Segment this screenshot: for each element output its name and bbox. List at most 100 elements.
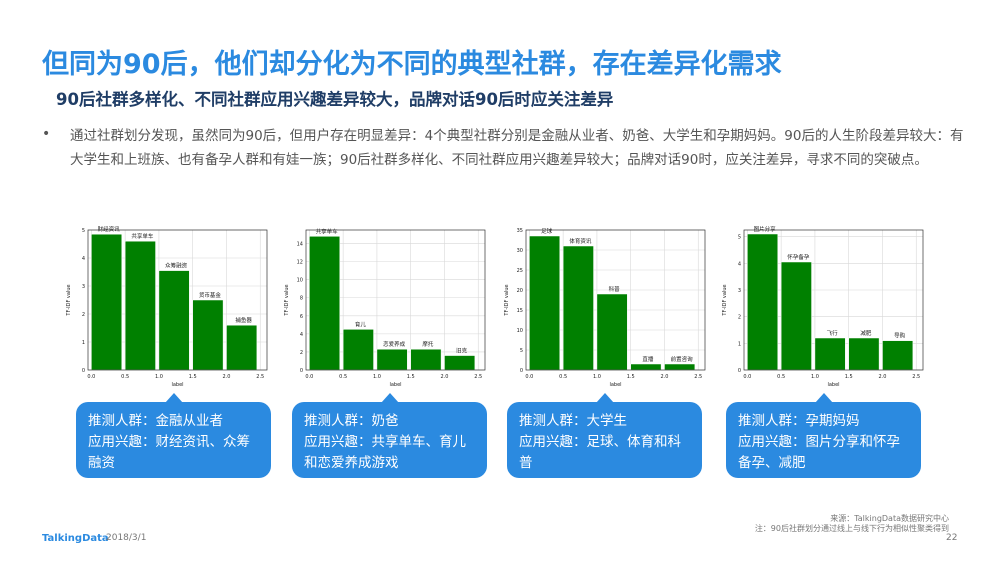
x-axis-label: label <box>609 382 621 388</box>
bullet-text: 通过社群划分发现，虽然同为90后，但用户存在明显差异：4个典型社群分别是金融从业… <box>70 128 964 168</box>
y-axis-label: TF-IDF value <box>504 284 510 316</box>
bar-label: 众筹融资 <box>165 262 188 270</box>
bar <box>226 324 258 371</box>
bar-label: 飞行 <box>827 329 839 337</box>
plot-frame <box>87 229 268 371</box>
x-axis-label: label <box>389 382 401 388</box>
y-tick-label: 2 <box>738 315 741 321</box>
y-tick-label: 0 <box>300 368 303 374</box>
x-tick-label: 0.5 <box>339 374 347 380</box>
bar <box>664 363 696 371</box>
callout-interest-line: 应用兴趣：图片分享和怀孕备孕、减肥 <box>738 434 900 471</box>
y-tick-label: 15 <box>517 308 523 314</box>
y-axis-label: TF-IDF value <box>284 284 290 316</box>
callout-pointer <box>380 393 399 403</box>
chart-student: 足球 体育资讯 科普 直播 前置咨询 0.0 0.5 1.0 1.5 2.0 2.5 0 5 10 15 20… <box>500 222 712 392</box>
x-tick-label: 0.0 <box>525 374 533 380</box>
x-tick-label: 2.5 <box>474 374 482 380</box>
page-title: 但同为90后，他们却分化为不同的典型社群，存在差异化需求 <box>42 49 782 80</box>
x-tick-label: 1.0 <box>373 374 381 380</box>
y-tick-label: 5 <box>82 228 85 234</box>
footer-date: 2018/3/1 <box>106 533 147 543</box>
bar-label: 恋爱养成 <box>383 340 406 348</box>
bar <box>376 348 408 371</box>
page-number: 22 <box>946 533 958 543</box>
x-tick-label: 0.5 <box>777 374 785 380</box>
callout-finance: 推测人群：金融从业者 应用兴趣：财经资讯、众筹融资 <box>76 393 271 478</box>
x-tick-label: 2.5 <box>694 374 702 380</box>
callout-interest-line: 应用兴趣：财经资讯、众筹融资 <box>88 434 250 471</box>
y-tick-label: 5 <box>520 348 523 354</box>
x-tick-label: 2.0 <box>440 374 448 380</box>
x-tick-label: 1.5 <box>627 374 635 380</box>
callout-pointer <box>595 393 614 403</box>
bar-label: 货币基金 <box>199 291 222 299</box>
bar-label: 摩托 <box>422 340 434 348</box>
bar <box>309 236 341 371</box>
y-axis-label: TF-IDF value <box>66 284 72 316</box>
bar-label: 育儿 <box>355 320 367 328</box>
y-tick-label: 25 <box>517 268 523 274</box>
x-tick-label: 0.0 <box>87 374 95 380</box>
bar-label: 科普 <box>609 285 621 293</box>
callout-student: 推测人群：大学生 应用兴趣：足球、体育和科普 <box>507 393 702 478</box>
bar <box>529 235 561 371</box>
x-tick-label: 1.5 <box>407 374 415 380</box>
x-tick-label: 1.0 <box>811 374 819 380</box>
bar-label: 体育资讯 <box>569 237 592 245</box>
bar-label: 足球 <box>541 227 553 235</box>
callout-group-line: 推测人群：金融从业者 <box>88 413 223 429</box>
bar-label: 前置咨询 <box>671 355 694 363</box>
plot-frame <box>743 229 924 371</box>
x-tick-label: 1.5 <box>845 374 853 380</box>
x-tick-label: 1.5 <box>189 374 197 380</box>
y-tick-label: 0 <box>520 368 523 374</box>
y-tick-label: 3 <box>738 288 741 294</box>
bar <box>814 337 846 371</box>
y-tick-label: 4 <box>300 332 303 338</box>
callout-group-line: 推测人群：大学生 <box>519 413 627 429</box>
bar <box>562 245 594 371</box>
callout-pointer <box>164 393 183 403</box>
bar <box>444 355 476 371</box>
x-axis-label: label <box>827 382 839 388</box>
y-tick-label: 10 <box>297 278 303 284</box>
bar <box>596 293 628 371</box>
bar <box>780 261 812 371</box>
bar <box>124 240 156 371</box>
callout-interest-line: 应用兴趣：足球、体育和科普 <box>519 434 681 471</box>
y-tick-label: 2 <box>82 312 85 318</box>
x-axis-label: label <box>171 382 183 388</box>
y-tick-label: 10 <box>517 328 523 334</box>
bar-label: 共享单车 <box>316 227 339 235</box>
talkingdata-logo: TalkingData <box>42 533 109 544</box>
y-tick-label: 20 <box>517 288 523 294</box>
bar <box>410 348 442 371</box>
bar <box>158 270 190 371</box>
x-tick-label: 0.0 <box>743 374 751 380</box>
bar-label: 减肥 <box>860 329 872 337</box>
y-tick-label: 2 <box>300 350 303 356</box>
chart-dad: 共享单车 育儿 恋爱养成 摩托 旧克 0.0 0.5 1.0 1.5 2.0 2.5 0 2 4 6 8 10 1… <box>280 222 492 392</box>
plot-frame <box>305 229 486 371</box>
y-tick-label: 8 <box>300 296 303 302</box>
y-tick-label: 3 <box>82 284 85 290</box>
y-tick-label: 12 <box>297 260 303 266</box>
x-tick-label: 1.0 <box>155 374 163 380</box>
y-tick-label: 1 <box>738 341 741 347</box>
callout-group-line: 推测人群：奶爸 <box>304 413 399 429</box>
y-tick-label: 1 <box>82 340 85 346</box>
callout-pointer <box>814 393 833 403</box>
bullet-marker: • <box>42 126 51 142</box>
bar-label: 财经资讯 <box>98 225 121 233</box>
bar-label: 直播 <box>642 355 654 363</box>
bar <box>342 329 374 371</box>
x-tick-label: 2.0 <box>878 374 886 380</box>
bar-label: 图片分享 <box>754 225 777 233</box>
y-tick-label: 35 <box>517 228 523 234</box>
x-tick-label: 2.0 <box>222 374 230 380</box>
bar-label: 捕鱼器 <box>235 316 252 324</box>
